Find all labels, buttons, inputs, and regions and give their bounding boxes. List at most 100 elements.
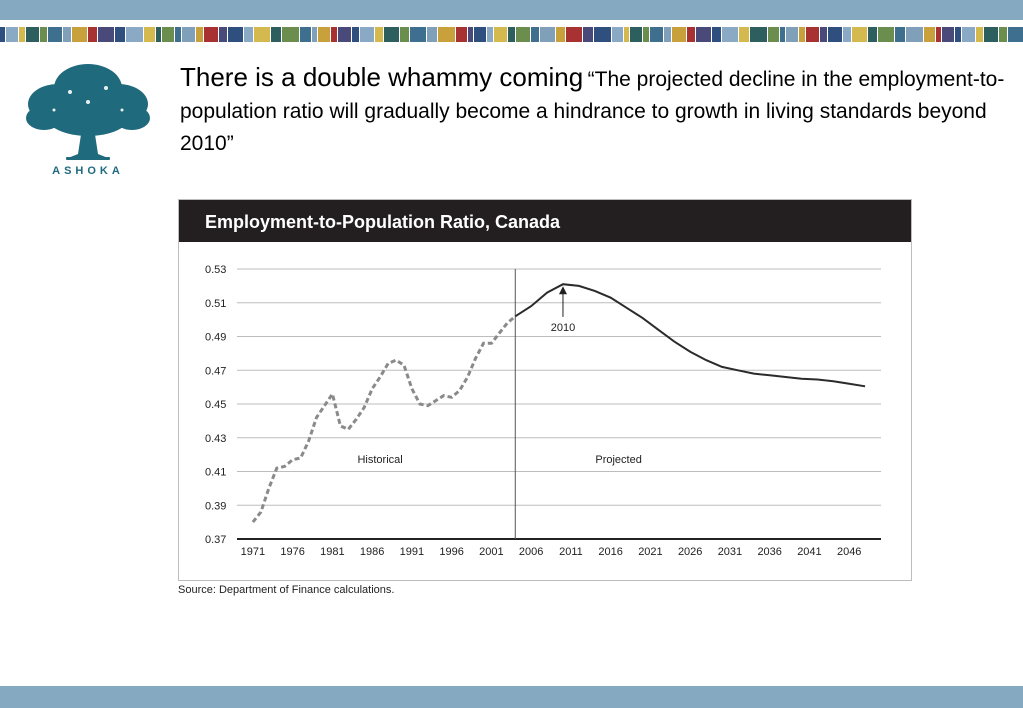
stripe-block	[98, 27, 114, 42]
stripe-block	[427, 27, 437, 42]
stripe-block	[936, 27, 941, 42]
headline: There is a double whammy coming “The pro…	[180, 62, 1020, 161]
stripe-block	[0, 27, 5, 42]
stripe-block	[984, 27, 998, 42]
y-tick-label: 0.49	[205, 332, 226, 344]
y-tick-label: 0.37	[205, 534, 226, 546]
stripe-block	[300, 27, 311, 42]
x-tick-label: 1986	[360, 546, 384, 558]
stripe-block	[999, 27, 1007, 42]
x-tick-label: 1996	[439, 546, 463, 558]
stripe-block	[624, 27, 629, 42]
x-tick-label: 1991	[400, 546, 424, 558]
y-tick-label: 0.43	[205, 433, 226, 445]
region-label: Projected	[595, 454, 641, 466]
y-tick-label: 0.47	[205, 365, 226, 377]
stripe-block	[594, 27, 611, 42]
stripe-block	[540, 27, 555, 42]
stripe-block	[924, 27, 935, 42]
stripe-block	[664, 27, 671, 42]
stripe-block	[19, 27, 25, 42]
chart-title: Employment-to-Population Ratio, Canada	[205, 212, 561, 232]
x-tick-label: 2046	[837, 546, 861, 558]
stripe-block	[494, 27, 507, 42]
stripe-block	[806, 27, 819, 42]
ashoka-logo: ASHOKA	[18, 58, 158, 180]
x-tick-label: 2011	[559, 546, 583, 558]
x-tick-label: 1976	[280, 546, 304, 558]
stripe-block	[26, 27, 39, 42]
x-tick-label: 2036	[757, 546, 781, 558]
stripe-block	[487, 27, 493, 42]
stripe-block	[6, 27, 18, 42]
x-tick-label: 1971	[241, 546, 265, 558]
stripe-block	[906, 27, 923, 42]
stripe-block	[583, 27, 593, 42]
top-banner-bar	[0, 0, 1023, 20]
y-tick-label: 0.41	[205, 467, 226, 479]
stripe-block	[750, 27, 767, 42]
stripe-block	[318, 27, 330, 42]
stripe-block	[468, 27, 473, 42]
stripe-block	[204, 27, 218, 42]
stripe-block	[474, 27, 486, 42]
bottom-banner-bar	[0, 686, 1023, 708]
stripe-block	[942, 27, 954, 42]
stripe-block	[352, 27, 359, 42]
x-tick-label: 2021	[638, 546, 662, 558]
stripe-block	[696, 27, 711, 42]
stripe-block	[375, 27, 383, 42]
y-tick-label: 0.39	[205, 500, 226, 512]
peak-annotation-label: 2010	[551, 322, 575, 334]
stripe-block	[768, 27, 779, 42]
source-note: Source: Department of Finance calculatio…	[178, 584, 395, 596]
x-tick-label: 2041	[797, 546, 821, 558]
stripe-block	[820, 27, 827, 42]
stripe-block	[228, 27, 243, 42]
stripe-block	[955, 27, 961, 42]
stripe-block	[612, 27, 623, 42]
stripe-block	[271, 27, 281, 42]
y-tick-label: 0.51	[205, 298, 226, 310]
stripe-block	[338, 27, 351, 42]
decorative-color-stripe	[0, 27, 1023, 42]
stripe-block	[799, 27, 805, 42]
stripe-block	[48, 27, 62, 42]
stripe-block	[1008, 27, 1023, 42]
brand-name: ASHOKA	[52, 165, 124, 177]
stripe-block	[126, 27, 143, 42]
peak-arrow-head	[558, 286, 567, 295]
x-tick-label: 2031	[718, 546, 742, 558]
stripe-block	[438, 27, 455, 42]
stripe-block	[63, 27, 71, 42]
headline-quote: “The projected decline in the employment…	[180, 68, 1005, 155]
stripe-block	[219, 27, 227, 42]
stripe-block	[40, 27, 47, 42]
stripe-block	[331, 27, 337, 42]
stripe-block	[115, 27, 125, 42]
chart-panel: Employment-to-Population Ratio, Canada 0…	[178, 199, 912, 581]
stripe-block	[175, 27, 181, 42]
stripe-block	[182, 27, 195, 42]
stripe-block	[456, 27, 467, 42]
x-tick-label: 2006	[519, 546, 543, 558]
stripe-block	[196, 27, 203, 42]
stripe-block	[786, 27, 798, 42]
stripe-block	[852, 27, 867, 42]
y-tick-label: 0.53	[205, 264, 226, 276]
stripe-block	[516, 27, 530, 42]
x-tick-label: 1981	[320, 546, 344, 558]
stripe-block	[244, 27, 253, 42]
stripe-block	[384, 27, 399, 42]
stripe-block	[976, 27, 983, 42]
stripe-block	[712, 27, 721, 42]
stripe-block	[739, 27, 749, 42]
stripe-block	[630, 27, 642, 42]
historical-series-line	[251, 315, 517, 524]
tree-icon: ASHOKA	[26, 64, 150, 177]
stripe-block	[88, 27, 97, 42]
stripe-block	[722, 27, 738, 42]
stripe-block	[312, 27, 317, 42]
x-tick-label: 2026	[678, 546, 702, 558]
stripe-block	[895, 27, 905, 42]
